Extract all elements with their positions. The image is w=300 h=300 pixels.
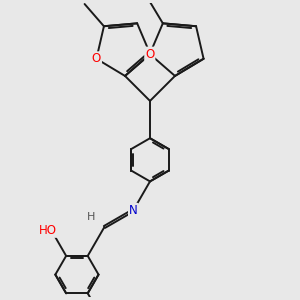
Text: H: H [86,212,95,222]
Text: O: O [145,47,154,61]
Text: N: N [129,204,138,217]
Text: HO: HO [38,224,56,237]
Text: O: O [92,52,101,65]
